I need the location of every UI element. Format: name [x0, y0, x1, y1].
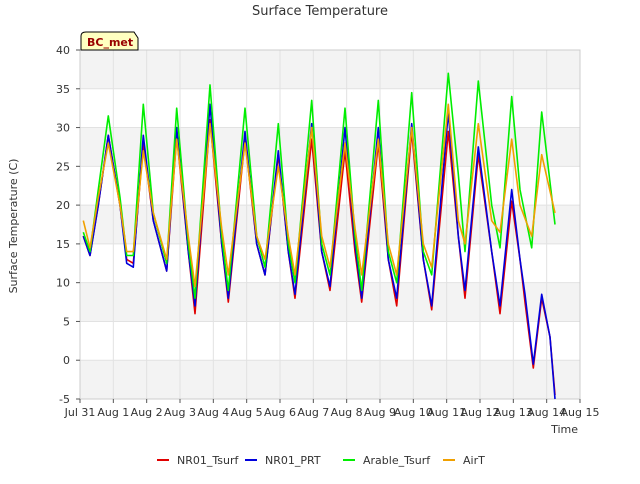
- y-tick-label: 5: [63, 315, 70, 328]
- x-tick-label: Aug 7: [297, 406, 329, 419]
- y-tick-label: 10: [56, 277, 70, 290]
- legend-label: Arable_Tsurf: [363, 454, 431, 467]
- y-tick-label: 0: [63, 354, 70, 367]
- x-axis-ticks: Jul 31 Aug 1 Aug 2 Aug 3 Aug 4 Aug 5 Aug 6 Aug …: [64, 399, 600, 419]
- x-tick-label: Aug 5: [231, 406, 263, 419]
- plot-band: [80, 360, 580, 399]
- y-tick-label: -5: [59, 393, 70, 406]
- y-tick-label: 25: [56, 160, 70, 173]
- legend-label: AirT: [463, 454, 485, 467]
- x-tick-label: Aug 6: [264, 406, 296, 419]
- x-tick-label: Aug 1: [97, 406, 129, 419]
- y-tick-label: 30: [56, 122, 70, 135]
- site-label-box: BC_met: [80, 31, 139, 51]
- y-axis-ticks: -5 0 5 10 15 20 25 30 35 40: [56, 44, 80, 406]
- x-tick-label: Aug 10: [394, 406, 433, 419]
- x-tick-label: Aug 4: [197, 406, 229, 419]
- chart-title: Surface Temperature: [252, 4, 388, 19]
- series-line-arable-tsurf: [82, 72, 556, 299]
- y-tick-label: 15: [56, 238, 70, 251]
- x-tick-label: Aug 8: [331, 406, 363, 419]
- x-tick-label: Aug 13: [494, 406, 533, 419]
- x-tick-label: Aug 15: [561, 406, 600, 419]
- legend-label: NR01_Tsurf: [177, 454, 239, 467]
- series-line-airt: [82, 103, 556, 288]
- x-axis-label: Time: [550, 423, 578, 436]
- legend: NR01_Tsurf NR01_PRT Arable_Tsurf AirT: [157, 454, 485, 467]
- y-axis-label: Surface Temperature (C): [7, 159, 20, 294]
- site-label: BC_met: [87, 36, 133, 49]
- x-tick-label: Jul 31: [64, 406, 96, 419]
- x-tick-label: Aug 9: [364, 406, 396, 419]
- legend-label: NR01_PRT: [265, 454, 321, 467]
- x-tick-label: Aug 12: [461, 406, 500, 419]
- x-tick-label: Aug 11: [427, 406, 466, 419]
- x-tick-label: Aug 2: [131, 406, 163, 419]
- y-tick-label: 40: [56, 44, 70, 57]
- series-lines: [82, 72, 556, 400]
- y-tick-label: 20: [56, 199, 70, 212]
- plot-frame: [79, 49, 581, 400]
- x-tick-label: Aug 14: [527, 406, 566, 419]
- site-label-background: [80, 31, 139, 51]
- plot-band: [80, 127, 580, 167]
- x-tick-label: Aug 3: [164, 406, 196, 419]
- plot-band: [80, 50, 580, 89]
- plot-band: [80, 205, 580, 244]
- y-tick-label: 35: [56, 83, 70, 96]
